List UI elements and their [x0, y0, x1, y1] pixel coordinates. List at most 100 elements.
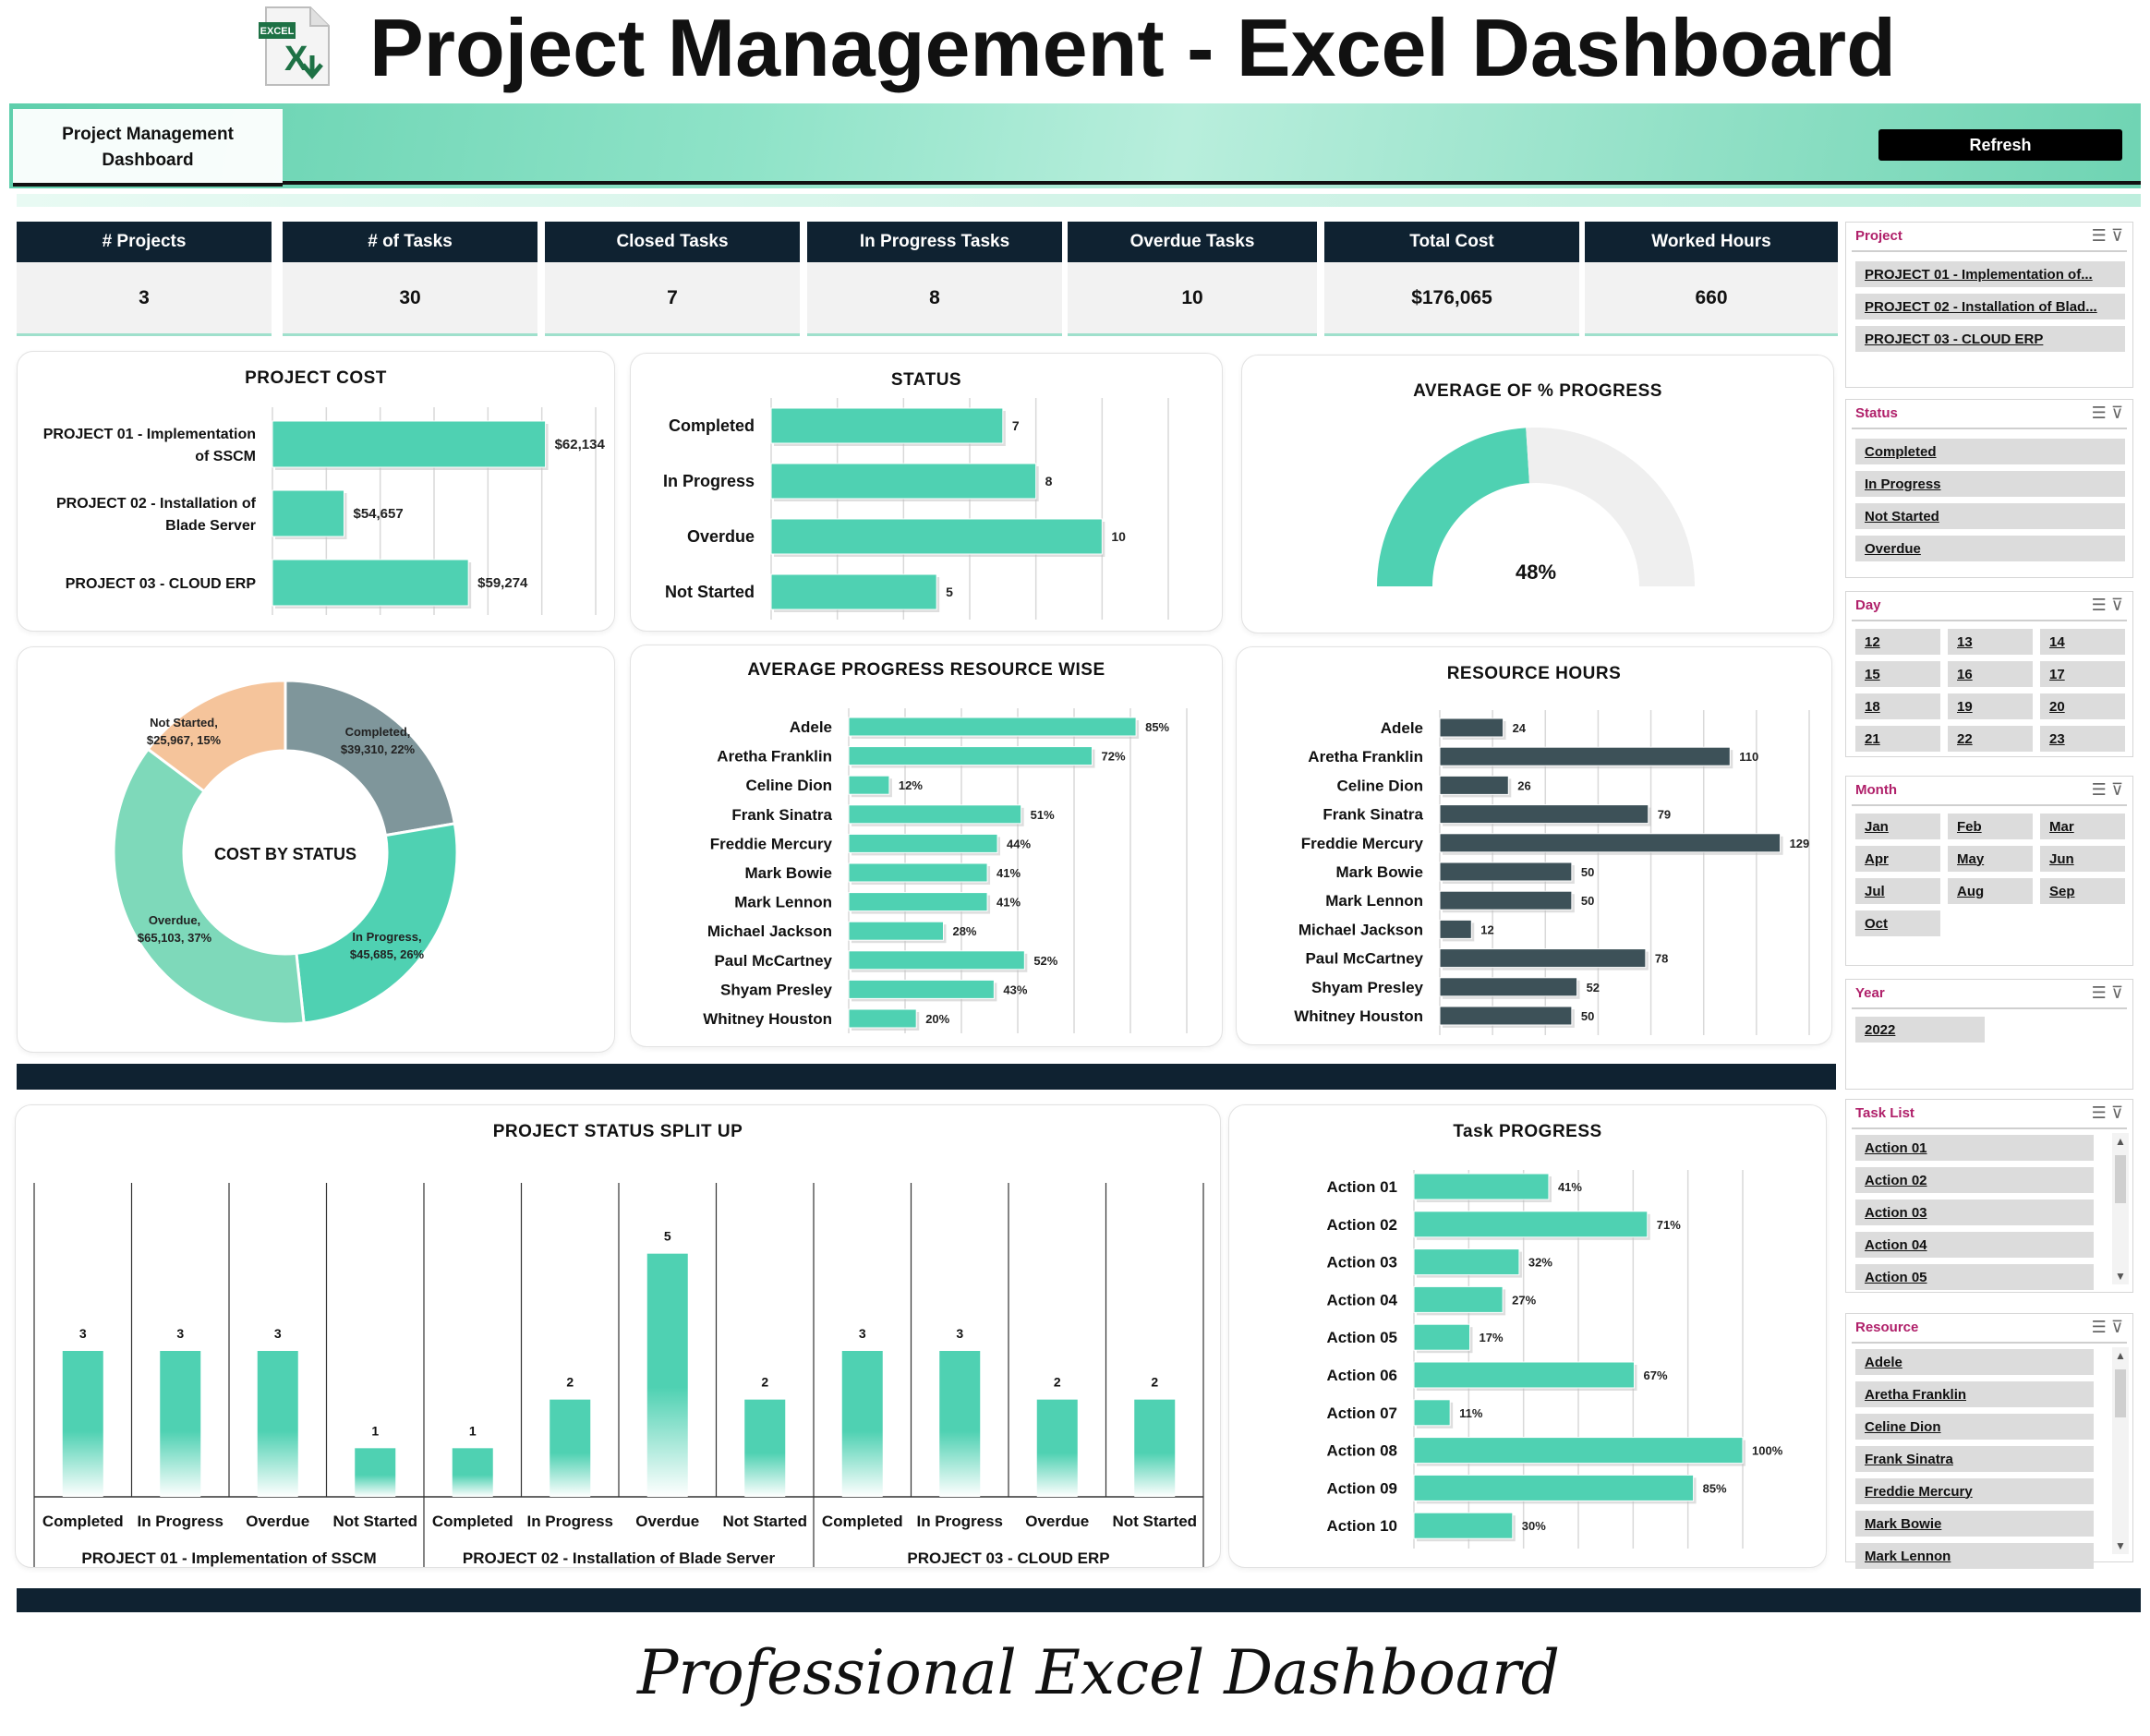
scroll-up-icon[interactable]: ▲ — [2115, 1135, 2126, 1148]
multi-select-icon[interactable]: ☰ — [2091, 226, 2111, 245]
clear-filter-icon[interactable]: ⊽ — [2110, 596, 2123, 614]
kpi-label: In Progress Tasks — [807, 222, 1062, 262]
slicer-item-month[interactable]: Jan — [1855, 814, 1940, 839]
slicer-item-project[interactable]: PROJECT 01 - Implementation of... — [1855, 261, 2125, 287]
slicer-item-month[interactable]: Mar — [2040, 814, 2125, 839]
bar — [1413, 1248, 1520, 1276]
slicer-item-month[interactable]: Jul — [1855, 878, 1940, 904]
slicer-item-resource[interactable]: Celine Dion — [1855, 1414, 2094, 1440]
slicer-status: Status ☰ ⊽ Completed In Progress Not Started… — [1845, 399, 2133, 578]
bar — [257, 1351, 298, 1497]
category-label: Celine Dion — [745, 777, 832, 794]
data-label: 26 — [1517, 778, 1530, 792]
slicer-item-project[interactable]: PROJECT 02 - Installation of Blad... — [1855, 294, 2125, 319]
data-label: $62,134 — [555, 437, 606, 452]
bar — [1413, 1512, 1514, 1539]
category-label: Not Started — [665, 583, 755, 601]
slicer-item-day[interactable]: 19 — [1948, 693, 2033, 719]
section-divider-bar — [17, 1064, 1836, 1090]
scroll-down-icon[interactable]: ▼ — [2115, 1270, 2126, 1283]
refresh-button[interactable]: Refresh — [1878, 129, 2122, 161]
avg-progress-resource-chart: Adele 85% Aretha Franklin 72% Celine Dion 12%… — [703, 708, 1188, 1033]
slicer-item-day[interactable]: 15 — [1855, 661, 1940, 687]
slicer-item-task_list[interactable]: Action 01 — [1855, 1135, 2094, 1161]
slicer-project-title: Project — [1855, 228, 1902, 244]
multi-select-icon[interactable]: ☰ — [2091, 983, 2111, 1002]
kpi-label: Closed Tasks — [545, 222, 800, 262]
slicer-resource: Resource ☰ ⊽ Adele Aretha Franklin Celine Di… — [1845, 1313, 2133, 1569]
clear-filter-icon[interactable]: ⊽ — [2110, 983, 2123, 1002]
slicer-item-task_list[interactable]: Action 02 — [1855, 1167, 2094, 1193]
slicer-year: Year ☰ ⊽ 2022 — [1845, 979, 2133, 1090]
slicer-item-resource[interactable]: Freddie Mercury — [1855, 1478, 2094, 1504]
multi-select-icon[interactable]: ☰ — [2091, 404, 2111, 422]
bar — [848, 921, 944, 941]
slice-label: Not Started, — [150, 716, 218, 729]
slicer-item-month[interactable]: Apr — [1855, 846, 1940, 872]
clear-filter-icon[interactable]: ⊽ — [2110, 404, 2123, 422]
slicer-item-month[interactable]: Sep — [2040, 878, 2125, 904]
slicer-item-resource[interactable]: Mark Lennon — [1855, 1543, 2094, 1569]
slicer-item-status[interactable]: Overdue — [1855, 536, 2125, 561]
multi-select-icon[interactable]: ☰ — [2091, 596, 2111, 614]
slicer-item-month[interactable]: Feb — [1948, 814, 2033, 839]
bar — [841, 1351, 883, 1497]
slicer-item-month[interactable]: Jun — [2040, 846, 2125, 872]
slicer-item-day[interactable]: 12 — [1855, 629, 1940, 655]
slicer-item-project[interactable]: PROJECT 03 - CLOUD ERP — [1855, 326, 2125, 352]
slicer-item-month[interactable]: May — [1948, 846, 2033, 872]
slicer-item-resource[interactable]: Aretha Franklin — [1855, 1381, 2094, 1407]
scroll-down-icon[interactable]: ▼ — [2115, 1539, 2126, 1552]
multi-select-icon[interactable]: ☰ — [2091, 1103, 2111, 1122]
resource-hours-title: RESOURCE HOURS — [1446, 664, 1622, 683]
data-label: 100% — [1752, 1444, 1783, 1458]
slicer-item-task_list[interactable]: Action 03 — [1855, 1200, 2094, 1225]
bar — [1413, 1361, 1636, 1389]
category-label: Michael Jackson — [707, 922, 832, 940]
data-label: 2 — [1151, 1375, 1158, 1390]
data-label: 2 — [566, 1375, 574, 1390]
slicer-item-resource[interactable]: Adele — [1855, 1349, 2094, 1375]
clear-filter-icon[interactable]: ⊽ — [2110, 226, 2123, 245]
category-label: Action 05 — [1326, 1329, 1397, 1346]
slicer-item-task_list[interactable]: Action 04 — [1855, 1232, 2094, 1258]
scrollbar-thumb[interactable] — [2115, 1369, 2126, 1417]
clear-filter-icon[interactable]: ⊽ — [2110, 1103, 2123, 1122]
category-label: Freddie Mercury — [710, 835, 833, 852]
scroll-up-icon[interactable]: ▲ — [2115, 1349, 2126, 1362]
slicer-item-day[interactable]: 14 — [2040, 629, 2125, 655]
scrollbar-thumb[interactable] — [2115, 1155, 2126, 1203]
clear-filter-icon[interactable]: ⊽ — [2110, 1318, 2123, 1336]
slicer-item-day[interactable]: 20 — [2040, 693, 2125, 719]
status-panel: STATUS Completed 7 In Progress 8 Overdue 10 No… — [630, 353, 1223, 632]
category-label: of SSCM — [195, 449, 256, 464]
slicer-item-day[interactable]: 22 — [1948, 726, 2033, 752]
slicer-item-status[interactable]: Completed — [1855, 439, 2125, 464]
slicer-icons: ☰ ⊽ — [2092, 1103, 2123, 1123]
slicer-item-status[interactable]: In Progress — [1855, 471, 2125, 497]
slicer-item-resource[interactable]: Mark Bowie — [1855, 1511, 2094, 1537]
slicer-item-day[interactable]: 13 — [1948, 629, 2033, 655]
slicer-item-month[interactable]: Oct — [1855, 910, 1940, 936]
bar — [272, 420, 547, 468]
multi-select-icon[interactable]: ☰ — [2091, 780, 2111, 799]
kpi-card: Total Cost $176,065 — [1324, 222, 1579, 336]
slicer-item-task_list[interactable]: Action 05 — [1855, 1264, 2094, 1290]
category-label: Action 09 — [1326, 1479, 1397, 1497]
slicer-item-day[interactable]: 21 — [1855, 726, 1940, 752]
bar — [848, 746, 1093, 766]
category-label: Whitney Houston — [703, 1010, 832, 1028]
bar — [1413, 1211, 1649, 1238]
bar — [1439, 775, 1509, 795]
multi-select-icon[interactable]: ☰ — [2091, 1318, 2111, 1336]
slicer-item-resource[interactable]: Frank Sinatra — [1855, 1446, 2094, 1472]
slicer-item-day[interactable]: 17 — [2040, 661, 2125, 687]
task-progress-panel: Task PROGRESS Action 01 41% Action 02 71% Ac… — [1228, 1104, 1827, 1568]
slicer-item-day[interactable]: 16 — [1948, 661, 2033, 687]
slicer-item-status[interactable]: Not Started — [1855, 503, 2125, 529]
slicer-item-year[interactable]: 2022 — [1855, 1017, 1985, 1043]
slicer-item-month[interactable]: Aug — [1948, 878, 2033, 904]
slicer-item-day[interactable]: 23 — [2040, 726, 2125, 752]
clear-filter-icon[interactable]: ⊽ — [2110, 780, 2123, 799]
slicer-item-day[interactable]: 18 — [1855, 693, 1940, 719]
